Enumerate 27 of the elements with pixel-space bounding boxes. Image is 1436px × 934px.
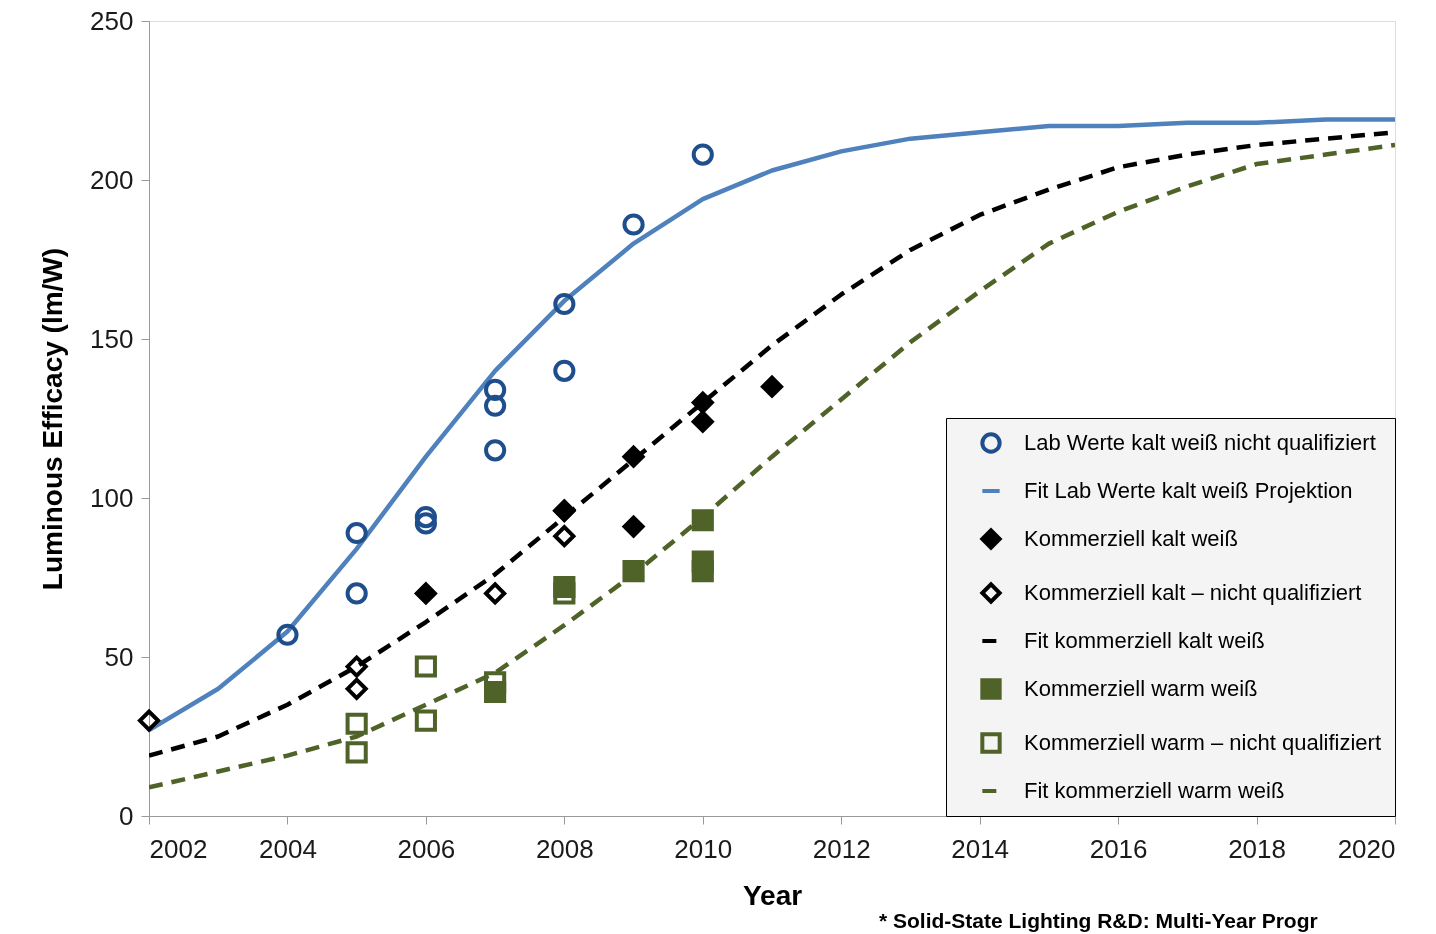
legend-label: Fit kommerziell kalt weiß bbox=[1024, 628, 1265, 653]
y-tick-label: 150 bbox=[90, 323, 134, 354]
legend-label: Lab Werte kalt weiß nicht qualifiziert bbox=[1024, 430, 1376, 455]
x-tick-label: 2014 bbox=[951, 833, 1010, 864]
legend-label: Kommerziell warm weiß bbox=[1024, 676, 1258, 701]
legend-label: Kommerziell kalt – nicht qualifiziert bbox=[1024, 580, 1362, 605]
x-tick-label: 2012 bbox=[812, 833, 871, 864]
x-axis-title: Year bbox=[742, 879, 803, 911]
y-tick-label: 250 bbox=[90, 5, 134, 36]
legend-label: Kommerziell warm – nicht qualifiziert bbox=[1024, 730, 1381, 755]
y-tick-label: 0 bbox=[119, 800, 134, 831]
x-tick-label: 2016 bbox=[1089, 833, 1148, 864]
x-tick-label: 2008 bbox=[535, 833, 594, 864]
legend-label: Fit Lab Werte kalt weiß Projektion bbox=[1024, 478, 1353, 503]
y-axis-title: Luminous Efficacy (lm/W) bbox=[37, 247, 69, 591]
x-tick-label: 2018 bbox=[1228, 833, 1286, 864]
y-tick-label: 50 bbox=[104, 641, 134, 672]
text: * Solid-State Lighting R&D: Multi-Year Progr bbox=[879, 909, 1318, 932]
legend-label: Fit kommerziell warm weiß bbox=[1024, 778, 1285, 803]
x-tick-label: 2010 bbox=[674, 833, 733, 864]
x-tick-label: 2020 bbox=[1337, 833, 1396, 864]
y-tick-label: 100 bbox=[90, 482, 134, 513]
y-tick-label: 200 bbox=[90, 164, 134, 195]
x-tick-label: 2002 bbox=[149, 833, 208, 864]
legend-label: Kommerziell kalt weiß bbox=[1024, 526, 1238, 551]
x-tick-label: 2006 bbox=[397, 833, 456, 864]
x-tick-label: 2004 bbox=[259, 833, 317, 864]
